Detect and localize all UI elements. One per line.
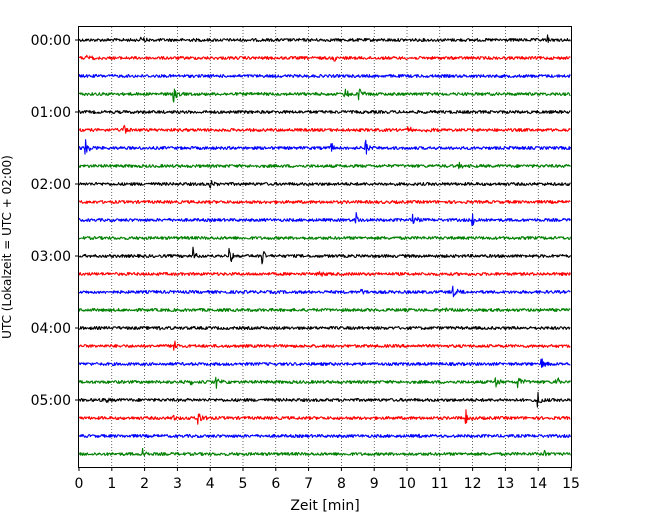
trace-row-0500 <box>78 391 571 408</box>
x-tick-label: 10 <box>398 476 416 492</box>
y-tick-label: 00:00 <box>31 33 71 49</box>
x-tick-label: 3 <box>173 476 182 492</box>
y-axis-ticks: 00:00 01:00 02:00 03:00 04:00 05:00 <box>31 33 79 409</box>
x-tick-label: 5 <box>239 476 248 492</box>
trace-row-0215 <box>78 199 571 205</box>
x-tick-label: 7 <box>304 476 313 492</box>
y-tick-label: 04:00 <box>31 321 71 337</box>
x-axis-ticks: 0 1 2 3 4 5 6 7 8 9 10 11 12 13 14 15 <box>75 467 580 492</box>
y-tick-label: 02:00 <box>31 177 71 193</box>
x-tick-label: 13 <box>496 476 514 492</box>
trace-row-0415 <box>78 340 571 351</box>
trace-row-0345 <box>78 307 571 313</box>
x-tick-label: 9 <box>370 476 379 492</box>
trace-row-0130 <box>78 139 571 155</box>
trace-row-0400 <box>78 325 571 331</box>
trace-row-0330 <box>78 285 571 298</box>
x-tick-label: 6 <box>271 476 280 492</box>
trace-row-0015 <box>78 54 571 62</box>
trace-row-0045 <box>78 88 571 103</box>
x-tick-label: 15 <box>562 476 580 492</box>
trace-row-0145 <box>78 161 571 170</box>
trace-row-0430 <box>78 358 571 368</box>
trace-row-0300 <box>78 246 571 265</box>
x-tick-label: 1 <box>107 476 116 492</box>
trace-row-0445 <box>78 376 571 389</box>
seismic-traces <box>78 34 571 457</box>
x-tick-label: 4 <box>206 476 215 492</box>
y-axis-label: UTC (Lokalzeit = UTC + 02:00) <box>0 155 14 339</box>
y-tick-label: 01:00 <box>31 105 71 121</box>
trace-row-0100 <box>78 109 571 115</box>
x-tick-label: 2 <box>140 476 149 492</box>
trace-row-0230 <box>78 212 571 227</box>
trace-row-0515 <box>78 409 571 425</box>
trace-row-0530 <box>78 433 571 439</box>
trace-row-0315 <box>78 271 571 277</box>
y-tick-label: 05:00 <box>31 393 71 409</box>
x-tick-label: 14 <box>529 476 547 492</box>
trace-row-0115 <box>78 124 571 134</box>
x-tick-label: 11 <box>431 476 449 492</box>
plot-frame <box>78 26 572 468</box>
x-tick-label: 8 <box>337 476 346 492</box>
trace-row-0545 <box>78 447 571 457</box>
trace-row-0030 <box>78 73 571 79</box>
trace-row-0245 <box>78 235 571 241</box>
x-tick-label: 0 <box>75 476 84 492</box>
trace-row-0000 <box>78 34 571 43</box>
x-tick-label: 12 <box>464 476 482 492</box>
x-axis-label: Zeit [min] <box>290 498 359 514</box>
trace-row-0200 <box>78 180 571 189</box>
y-tick-label: 03:00 <box>31 249 71 265</box>
